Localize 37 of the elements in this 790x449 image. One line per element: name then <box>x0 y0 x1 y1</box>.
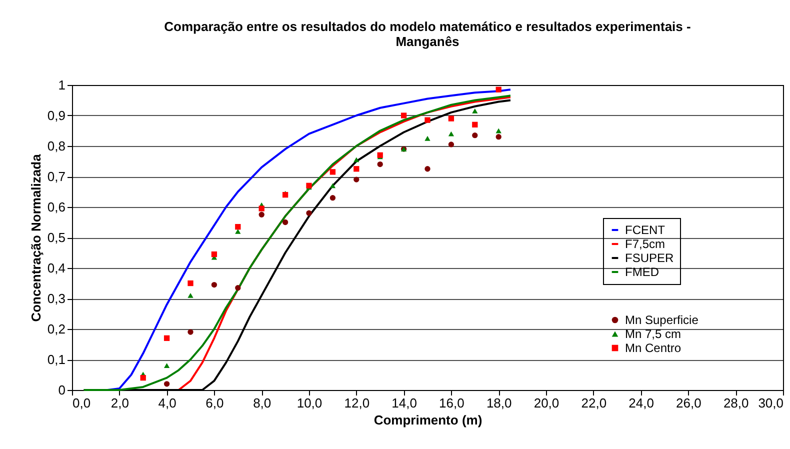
legend-label: FSUPER <box>625 251 674 265</box>
x-tick-label: 26,0 <box>676 396 702 410</box>
y-tick-label: 0,6 <box>47 200 66 214</box>
y-tick-label: 0,7 <box>47 169 66 184</box>
x-tick-label: 14,0 <box>392 396 417 410</box>
x-tick-label: 2,0 <box>110 396 129 410</box>
y-tick-label: 0,2 <box>47 322 66 336</box>
x-tick-label: 24,0 <box>628 396 654 410</box>
x-tick-label: 10,0 <box>296 396 322 410</box>
x-tick-label: 16,0 <box>439 396 464 410</box>
y-tick-label: 0,1 <box>47 352 66 367</box>
x-tick-label: 12,0 <box>344 396 370 410</box>
x-axis-title: Comprimento (m) <box>374 412 482 428</box>
x-tick-label: 22,0 <box>581 396 607 410</box>
chart-title: Comparação entre os resultados do modelo matemático e resultados experimentais - Manganês <box>164 19 691 49</box>
y-tick-label: 0,9 <box>47 108 66 123</box>
x-tick-label: 0,0 <box>72 396 91 410</box>
x-tick-label: 8,0 <box>253 396 272 410</box>
y-tick-label: 0 <box>58 382 66 398</box>
y-tick-label: 0,3 <box>47 291 66 306</box>
y-tick-label: 0,8 <box>47 138 66 154</box>
x-tick-label: 18,0 <box>486 396 512 410</box>
y-tick-label: 0,4 <box>47 260 66 276</box>
legend-label: Mn Centro <box>625 341 682 355</box>
legend-label: FCENT <box>625 223 666 237</box>
x-tick-label: 4,0 <box>158 396 176 410</box>
legend-label: F7,5cm <box>625 237 666 251</box>
legend-label: FMED <box>625 265 660 279</box>
legend-label: Mn Superficie <box>625 313 699 327</box>
y-tick-label: 0,5 <box>47 230 66 245</box>
x-tick-label: 20,0 <box>534 396 560 410</box>
x-tick-label: 30,0 <box>758 396 784 410</box>
x-tick-label: 6,0 <box>206 396 224 410</box>
legend-label: Mn 7,5 cm <box>625 327 682 341</box>
y-axis-title: Concentração Normalizada <box>28 153 44 322</box>
x-tick-label: 28,0 <box>723 396 749 410</box>
y-tick-label: 1 <box>58 78 66 92</box>
